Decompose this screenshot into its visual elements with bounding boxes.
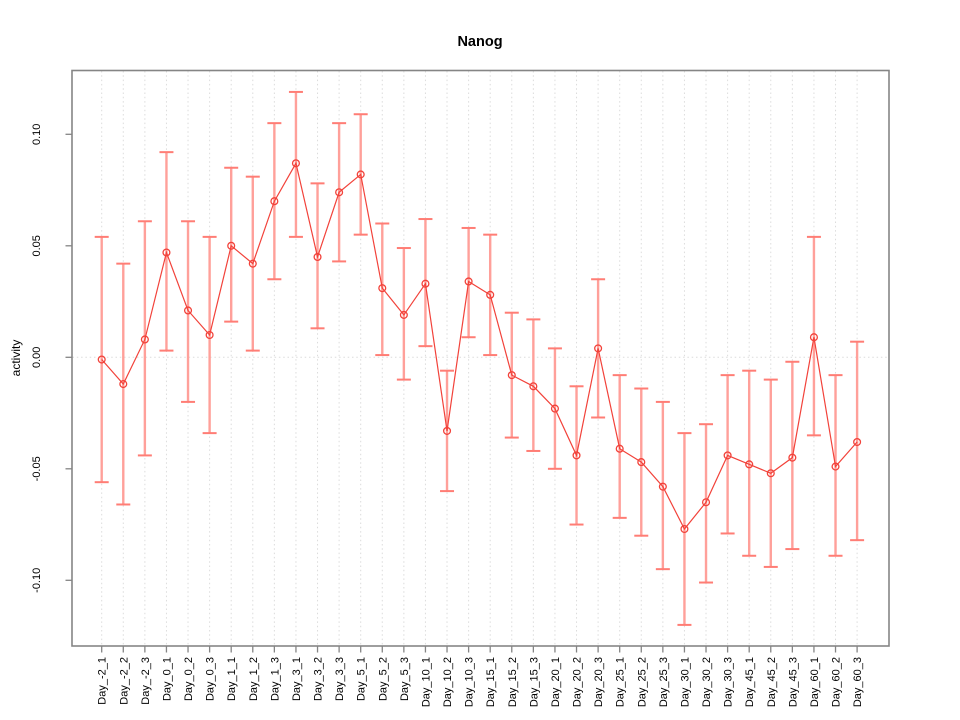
- data-point-marker: [572, 451, 581, 460]
- data-point-marker: [658, 482, 667, 491]
- data-point-marker: [313, 252, 322, 262]
- data-point-marker: [356, 170, 365, 179]
- x-tick-label: Day_1_2: [248, 657, 260, 701]
- x-tick-label: Day_25_2: [636, 657, 648, 707]
- data-point-marker: [788, 453, 797, 462]
- x-tick-label: Day_0_3: [205, 657, 217, 701]
- x-tick-label: Day_60_1: [809, 657, 821, 707]
- data-point-marker: [701, 498, 711, 507]
- x-axis-ticks: [101, 646, 858, 653]
- x-tick-label: Day_10_3: [464, 657, 476, 707]
- x-tick-label: Day_10_2: [442, 657, 454, 707]
- x-tick-label: Day_3_2: [313, 657, 325, 701]
- error-bars: [94, 90, 865, 626]
- data-point-marker: [766, 469, 775, 478]
- data-point-marker: [183, 306, 193, 315]
- x-tick-label: Day_5_3: [399, 657, 411, 701]
- data-point-marker: [140, 335, 149, 344]
- gridlines: [72, 71, 889, 646]
- y-axis-ticks: [65, 133, 72, 581]
- x-tick-label: Day_1_1: [226, 657, 238, 701]
- x-tick-label: Day_20_1: [550, 657, 562, 707]
- data-point-marker: [550, 404, 559, 413]
- y-tick-label: 0.10: [31, 124, 43, 145]
- x-tick-label: Day_20_2: [572, 657, 584, 707]
- data-point-marker: [464, 277, 473, 286]
- data-point-marker: [442, 426, 452, 435]
- x-tick-label: Day_15_3: [528, 657, 540, 707]
- x-tick-label: Day_15_2: [507, 657, 519, 707]
- data-point-marker: [270, 197, 279, 206]
- y-tick-label: 0.05: [31, 235, 43, 256]
- data-point-marker: [97, 355, 106, 364]
- data-point-marker: [507, 371, 516, 380]
- y-axis-label: activity: [9, 340, 23, 377]
- y-axis-tick-labels: 0.10 0.05 0.00 -0.05 -0.10: [31, 124, 43, 593]
- series-polyline: [101, 161, 858, 531]
- x-tick-label: Day_0_1: [161, 657, 173, 701]
- data-point-marker: [248, 259, 257, 268]
- x-tick-label: Day_30_2: [701, 657, 713, 707]
- x-tick-label: Day_15_1: [485, 657, 497, 707]
- x-tick-label: Day_-2_3: [140, 657, 152, 705]
- x-tick-label: Day_30_3: [723, 657, 735, 707]
- plot-border: [71, 69, 890, 647]
- data-point-marker: [291, 159, 300, 168]
- x-tick-label: Day_25_1: [615, 657, 627, 707]
- x-tick-label: Day_45_3: [787, 657, 799, 707]
- x-tick-label: Day_3_3: [334, 657, 346, 701]
- data-point-marker: [227, 241, 236, 250]
- data-points: [97, 159, 862, 534]
- y-tick-label: 0.00: [31, 347, 43, 368]
- data-point-marker: [119, 380, 128, 389]
- data-point-marker: [378, 284, 387, 293]
- x-tick-label: Day_45_1: [744, 657, 756, 707]
- data-point-marker: [399, 310, 408, 319]
- data-point-marker: [853, 437, 862, 447]
- x-tick-label: Day_25_3: [658, 657, 670, 707]
- x-tick-label: Day_60_2: [831, 657, 843, 707]
- data-point-marker: [162, 248, 171, 257]
- chart-title: Nanog: [457, 34, 502, 50]
- series-line: [101, 161, 858, 531]
- data-point-marker: [529, 382, 538, 391]
- x-tick-label: Day_20_3: [593, 657, 605, 707]
- y-tick-label: -0.05: [31, 456, 43, 481]
- x-tick-label: Day_5_1: [356, 657, 368, 701]
- x-tick-label: Day_60_3: [852, 657, 864, 707]
- data-point-marker: [594, 344, 603, 353]
- x-tick-label: Day_10_1: [420, 657, 432, 707]
- data-point-marker: [680, 524, 689, 534]
- data-point-marker: [745, 460, 754, 469]
- data-point-marker: [335, 188, 344, 197]
- x-tick-label: Day_45_2: [766, 657, 778, 707]
- data-point-marker: [723, 451, 732, 460]
- x-tick-label: Day_3_1: [291, 657, 303, 701]
- data-point-marker: [205, 330, 214, 340]
- x-tick-label: Day_5_2: [377, 657, 389, 701]
- data-point-marker: [809, 333, 818, 342]
- data-point-marker: [421, 279, 430, 288]
- x-tick-label: Day_30_1: [679, 657, 691, 707]
- data-point-marker: [831, 462, 840, 471]
- x-tick-label: Day_-2_1: [97, 657, 109, 705]
- x-tick-label: Day_-2_2: [118, 657, 130, 705]
- x-axis-tick-labels: Day_-2_1 Day_-2_2 Day_-2_3 Day_0_1 Day_0_2 Da…: [97, 657, 864, 707]
- data-point-marker: [637, 458, 646, 467]
- data-point-marker: [486, 290, 495, 299]
- data-point-marker: [615, 444, 624, 453]
- y-tick-label: -0.10: [31, 568, 43, 593]
- x-tick-label: Day_0_2: [183, 657, 195, 701]
- x-tick-label: Day_1_3: [269, 657, 281, 701]
